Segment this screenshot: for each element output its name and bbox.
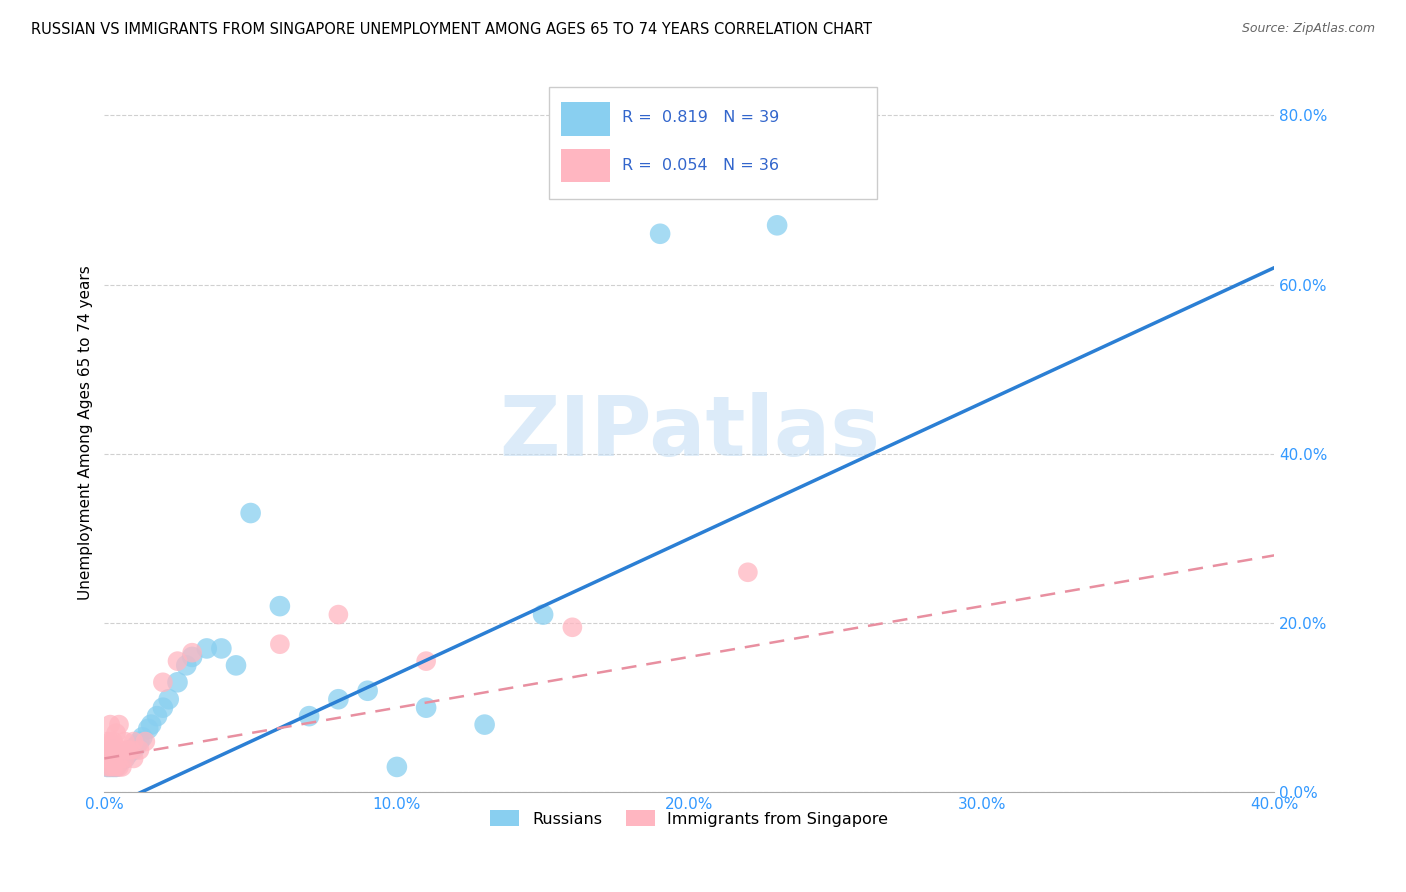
Point: [101, 751, 124, 765]
Point: [111, 751, 134, 765]
Point: [96, 760, 118, 774]
Point: [98, 717, 121, 731]
Point: [128, 734, 150, 748]
Point: [96, 760, 118, 774]
Point: [737, 566, 759, 580]
Point: [98, 734, 121, 748]
Point: [166, 675, 188, 690]
Point: [108, 760, 131, 774]
Point: [385, 760, 408, 774]
Point: [117, 747, 139, 762]
Point: [225, 658, 247, 673]
Point: [269, 599, 291, 614]
Point: [152, 675, 174, 690]
Point: [98, 751, 121, 765]
FancyBboxPatch shape: [561, 149, 610, 182]
Point: [146, 709, 169, 723]
FancyBboxPatch shape: [561, 103, 610, 136]
Point: [181, 649, 204, 664]
Point: [166, 654, 188, 668]
Point: [209, 641, 232, 656]
Point: [101, 760, 124, 774]
Point: [101, 734, 124, 748]
Point: [298, 709, 321, 723]
Text: RUSSIAN VS IMMIGRANTS FROM SINGAPORE UNEMPLOYMENT AMONG AGES 65 TO 74 YEARS CORR: RUSSIAN VS IMMIGRANTS FROM SINGAPORE UNE…: [31, 22, 872, 37]
Point: [120, 743, 142, 757]
Point: [650, 227, 672, 241]
Point: [561, 620, 583, 634]
Point: [108, 747, 131, 762]
Point: [122, 734, 145, 748]
Point: [108, 743, 131, 757]
Point: [328, 607, 350, 622]
Point: [415, 700, 437, 714]
Point: [114, 751, 136, 765]
Point: [105, 760, 128, 774]
Text: R =  0.819   N = 39: R = 0.819 N = 39: [621, 110, 779, 125]
Point: [96, 743, 118, 757]
Point: [174, 658, 197, 673]
Legend: Russians, Immigrants from Singapore: Russians, Immigrants from Singapore: [482, 802, 897, 835]
Point: [105, 760, 128, 774]
Point: [474, 717, 496, 731]
Point: [101, 743, 124, 757]
Point: [111, 760, 134, 774]
Text: ZIPatlas: ZIPatlas: [499, 392, 880, 473]
Point: [96, 734, 118, 748]
Point: [134, 734, 156, 748]
Point: [96, 751, 118, 765]
Point: [98, 760, 121, 774]
Point: [122, 751, 145, 765]
Point: [136, 722, 159, 736]
Point: [120, 743, 142, 757]
Point: [108, 756, 131, 770]
Text: Source: ZipAtlas.com: Source: ZipAtlas.com: [1241, 22, 1375, 36]
Point: [122, 743, 145, 757]
Point: [101, 760, 124, 774]
Point: [105, 743, 128, 757]
Point: [98, 743, 121, 757]
Point: [105, 726, 128, 740]
Point: [195, 641, 218, 656]
Point: [239, 506, 262, 520]
Point: [141, 717, 163, 731]
Point: [181, 646, 204, 660]
Point: [105, 751, 128, 765]
Point: [117, 743, 139, 757]
Point: [415, 654, 437, 668]
Point: [128, 743, 150, 757]
Point: [131, 731, 153, 745]
Point: [125, 739, 148, 753]
Point: [108, 717, 131, 731]
Y-axis label: Unemployment Among Ages 65 to 74 years: Unemployment Among Ages 65 to 74 years: [79, 265, 93, 600]
Point: [356, 683, 378, 698]
Point: [114, 751, 136, 765]
Text: R =  0.054   N = 36: R = 0.054 N = 36: [621, 158, 779, 172]
FancyBboxPatch shape: [548, 87, 876, 199]
Point: [157, 692, 180, 706]
Point: [152, 700, 174, 714]
Point: [328, 692, 350, 706]
Point: [111, 743, 134, 757]
Point: [114, 734, 136, 748]
Point: [98, 751, 121, 765]
Point: [98, 760, 121, 774]
Point: [269, 637, 291, 651]
Point: [766, 219, 789, 233]
Point: [531, 607, 554, 622]
